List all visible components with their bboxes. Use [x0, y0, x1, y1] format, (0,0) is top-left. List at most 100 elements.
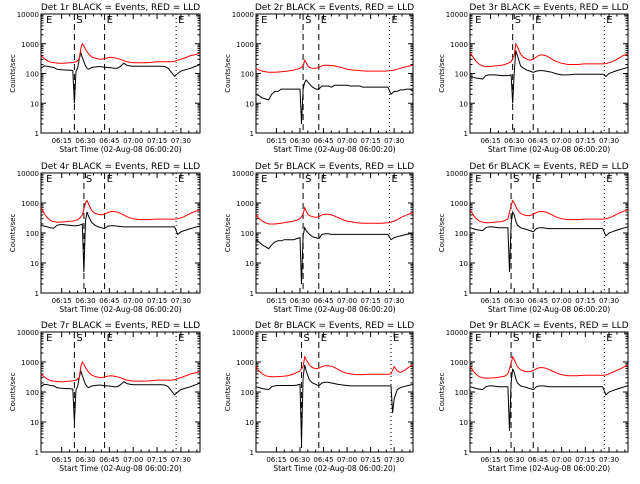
x-tick-label: 07:30: [599, 297, 619, 305]
y-tick-label: 100: [455, 230, 468, 238]
x-tick-label: 06:45: [528, 137, 548, 145]
y-tick-label: 100: [26, 389, 39, 397]
chart-panel-2: Det 2r BLACK = Events, RED = LLD 1 10 100 10…: [224, 3, 414, 154]
y-axis-label: Counts/sec: [9, 54, 17, 93]
x-tick-label: 07:00: [123, 297, 143, 305]
y-tick-label: 10: [459, 419, 468, 427]
chart-title: Det 1r BLACK = Events, RED = LLD: [41, 3, 200, 13]
x-tick-label: 06:15: [52, 297, 72, 305]
y-tick-label: 10000: [232, 11, 254, 19]
x-tick-label: 07:00: [552, 297, 572, 305]
series-line-lld: [469, 199, 629, 224]
marker-label: S: [305, 174, 311, 185]
x-tick-label: 07:00: [337, 137, 357, 145]
chart-panel-9: Det 9r BLACK = Events, RED = LLD 1 10 100 10…: [438, 321, 629, 473]
chart-panel-5: Det 5r BLACK = Events, RED = LLD 1 10 100 10…: [224, 162, 414, 314]
x-tick-label: 06:45: [99, 137, 119, 145]
y-tick-label: 10000: [446, 329, 468, 337]
x-axis-label: Start Time (02-Aug-08 06:00:20): [273, 145, 395, 154]
marker-label: E: [321, 15, 327, 26]
y-tick-label: 10: [459, 100, 468, 108]
marker-label: E: [178, 174, 184, 185]
series-line-events: [255, 79, 414, 125]
y-tick-label: 1000: [450, 359, 468, 367]
series-line-events: [469, 50, 629, 104]
series-line-lld: [255, 206, 414, 225]
x-axis-label: Start Time (02-Aug-08 06:00:20): [273, 305, 395, 314]
series-line-lld: [469, 355, 629, 379]
y-tick-label: 1000: [450, 200, 468, 208]
y-tick-label: 1: [250, 290, 254, 298]
chart-panel-8: Det 8r BLACK = Events, RED = LLD 1 10 100 10…: [224, 321, 414, 473]
x-axis-label: Start Time (02-Aug-08 06:00:20): [488, 464, 610, 473]
marker-label: E: [261, 174, 267, 185]
x-axis-label: Start Time (02-Aug-08 06:00:20): [488, 145, 610, 154]
series-line-events: [40, 50, 201, 104]
y-tick-label: 1: [35, 130, 39, 138]
marker-label: E: [391, 15, 397, 26]
marker-label: E: [606, 333, 612, 344]
x-tick-label: 07:30: [384, 137, 404, 145]
y-tick-label: 1000: [21, 41, 39, 49]
y-tick-label: 1: [250, 130, 254, 138]
y-tick-label: 10: [245, 260, 254, 268]
x-tick-label: 06:15: [266, 297, 286, 305]
y-tick-label: 100: [241, 389, 254, 397]
x-tick-label: 07:30: [599, 137, 619, 145]
marker-label: E: [606, 174, 612, 185]
y-axis-label: Counts/sec: [224, 214, 232, 253]
y-tick-label: 10: [30, 260, 39, 268]
marker-label: E: [46, 174, 52, 185]
series-line-events: [469, 210, 629, 273]
marker-label: E: [107, 333, 113, 344]
x-axis-label: Start Time (02-Aug-08 06:00:20): [59, 145, 181, 154]
x-tick-label: 07:15: [575, 297, 595, 305]
marker-label: S: [513, 174, 519, 185]
x-tick-label: 06:15: [266, 137, 286, 145]
x-tick-label: 07:15: [361, 137, 381, 145]
y-tick-label: 1: [464, 290, 468, 298]
x-tick-label: 06:30: [75, 137, 95, 145]
x-tick-label: 07:30: [384, 297, 404, 305]
y-tick-label: 10000: [17, 11, 39, 19]
y-axis-label: Counts/sec: [438, 373, 446, 412]
x-tick-label: 07:15: [147, 137, 167, 145]
series-line-events: [255, 226, 414, 285]
y-tick-label: 10: [459, 260, 468, 268]
plot-frame: [40, 13, 201, 134]
chart-title: Det 5r BLACK = Events, RED = LLD: [255, 162, 414, 172]
y-tick-label: 1: [35, 449, 39, 457]
x-tick-label: 07:00: [123, 456, 143, 464]
marker-label: E: [107, 15, 113, 26]
y-tick-label: 100: [241, 71, 254, 79]
y-tick-label: 10000: [446, 170, 468, 178]
y-tick-label: 10: [245, 419, 254, 427]
chart-panel-4: Det 4r BLACK = Events, RED = LLD 1 10 100 10…: [9, 162, 201, 314]
series-line-lld: [40, 42, 201, 64]
marker-label: E: [178, 333, 184, 344]
x-tick-label: 07:15: [147, 297, 167, 305]
x-tick-label: 07:15: [147, 456, 167, 464]
chart-title: Det 2r BLACK = Events, RED = LLD: [255, 3, 414, 13]
series-line-events: [255, 364, 414, 444]
x-tick-label: 06:45: [528, 456, 548, 464]
x-tick-label: 06:15: [480, 297, 500, 305]
x-tick-label: 06:30: [290, 456, 310, 464]
y-tick-label: 1: [250, 449, 254, 457]
y-tick-label: 10: [30, 419, 39, 427]
marker-label: S: [76, 15, 82, 26]
series-line-lld: [40, 199, 201, 223]
marker-label: E: [107, 174, 113, 185]
y-tick-label: 1000: [21, 359, 39, 367]
chart-title: Det 8r BLACK = Events, RED = LLD: [255, 321, 414, 331]
chart-title: Det 4r BLACK = Events, RED = LLD: [41, 162, 200, 172]
y-tick-label: 10000: [17, 329, 39, 337]
x-tick-label: 07:15: [361, 456, 381, 464]
x-tick-label: 06:15: [52, 137, 72, 145]
y-tick-label: 100: [26, 71, 39, 79]
x-tick-label: 07:00: [337, 297, 357, 305]
plot-frame: [255, 331, 414, 453]
series-line-events: [40, 369, 201, 423]
x-tick-label: 07:30: [384, 456, 404, 464]
